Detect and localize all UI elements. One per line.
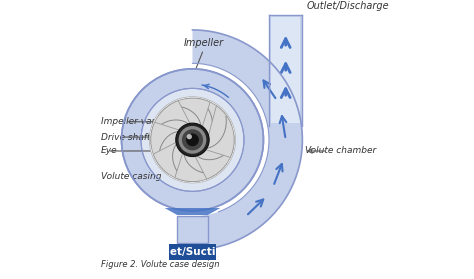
Text: Inlet/Suction: Inlet/Suction [155, 247, 230, 257]
Text: Impeller: Impeller [183, 38, 224, 48]
Circle shape [176, 123, 209, 157]
Text: Eye: Eye [100, 146, 117, 155]
Polygon shape [175, 150, 227, 182]
Text: Impeller vane: Impeller vane [100, 117, 163, 126]
Circle shape [182, 129, 203, 150]
Polygon shape [164, 208, 220, 215]
Circle shape [186, 133, 199, 146]
Polygon shape [151, 122, 182, 174]
Circle shape [141, 88, 244, 191]
Polygon shape [177, 217, 208, 243]
Text: Volute casing: Volute casing [100, 172, 161, 181]
FancyBboxPatch shape [169, 244, 216, 259]
Polygon shape [269, 15, 302, 126]
Polygon shape [158, 98, 210, 129]
Polygon shape [192, 30, 302, 250]
Polygon shape [203, 106, 234, 157]
Text: Outlet/Discharge: Outlet/Discharge [307, 1, 389, 11]
Polygon shape [153, 141, 200, 182]
Polygon shape [194, 133, 234, 179]
Circle shape [149, 97, 236, 183]
Circle shape [121, 69, 264, 211]
Text: Volute chamber: Volute chamber [305, 146, 376, 155]
Circle shape [179, 126, 206, 154]
Polygon shape [185, 98, 232, 139]
Polygon shape [271, 17, 300, 123]
Text: Drive shaft: Drive shaft [100, 133, 150, 141]
Circle shape [187, 134, 192, 139]
Text: Figure 2. Volute case design: Figure 2. Volute case design [100, 260, 219, 269]
Polygon shape [151, 101, 191, 147]
